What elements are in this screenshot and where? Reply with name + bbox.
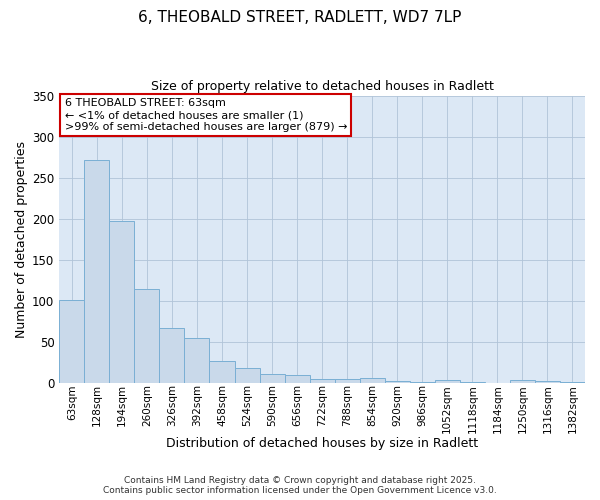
Bar: [284, 376, 310, 382]
Bar: [435, 380, 460, 382]
Bar: [109, 221, 134, 382]
Y-axis label: Number of detached properties: Number of detached properties: [15, 140, 28, 338]
Bar: [235, 368, 260, 382]
Bar: [260, 374, 284, 382]
Bar: [535, 381, 560, 382]
Bar: [160, 328, 184, 382]
Bar: [510, 380, 535, 382]
Bar: [59, 300, 85, 382]
Bar: [335, 378, 359, 382]
Bar: [310, 380, 335, 382]
Text: 6 THEOBALD STREET: 63sqm
← <1% of detached houses are smaller (1)
>99% of semi-d: 6 THEOBALD STREET: 63sqm ← <1% of detach…: [65, 98, 347, 132]
Bar: [184, 338, 209, 382]
Bar: [385, 381, 410, 382]
Text: Contains HM Land Registry data © Crown copyright and database right 2025.
Contai: Contains HM Land Registry data © Crown c…: [103, 476, 497, 495]
Bar: [85, 160, 109, 382]
X-axis label: Distribution of detached houses by size in Radlett: Distribution of detached houses by size …: [166, 437, 478, 450]
Title: Size of property relative to detached houses in Radlett: Size of property relative to detached ho…: [151, 80, 494, 93]
Bar: [359, 378, 385, 382]
Bar: [134, 289, 160, 382]
Bar: [209, 360, 235, 382]
Text: 6, THEOBALD STREET, RADLETT, WD7 7LP: 6, THEOBALD STREET, RADLETT, WD7 7LP: [139, 10, 461, 25]
